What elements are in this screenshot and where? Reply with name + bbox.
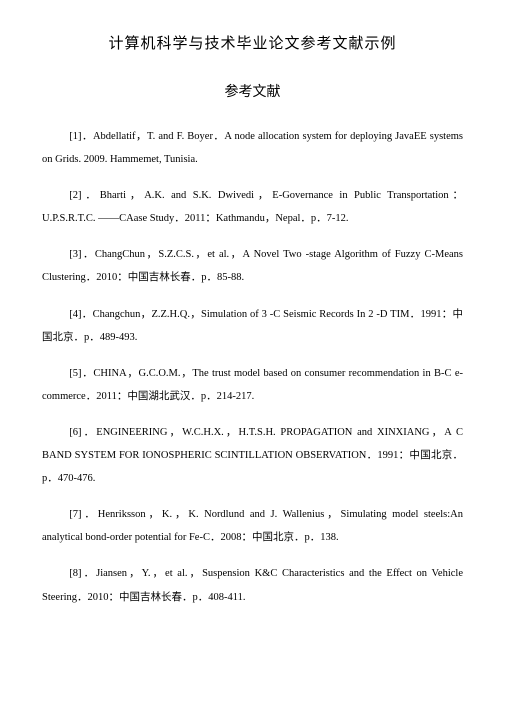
reference-item: [5]．CHINA，G.C.O.M.，The trust model based… (42, 362, 463, 408)
reference-item: [8]．Jiansen，Y.，et al.，Suspension K&C Cha… (42, 562, 463, 608)
section-subtitle: 参考文献 (42, 81, 463, 101)
reference-item: [3]．ChangChun，S.Z.C.S.，et al.，A Novel Tw… (42, 243, 463, 289)
reference-item: [6]．ENGINEERING，W.C.H.X.，H.T.S.H. PROPAG… (42, 421, 463, 490)
reference-item: [1]．Abdellatif，T. and F. Boyer．A node al… (42, 125, 463, 171)
document-page: 计算机科学与技术毕业论文参考文献示例 参考文献 [1]．Abdellatif，T… (0, 0, 505, 642)
reference-item: [2]．Bharti，A.K. and S.K. Dwivedi，E-Gover… (42, 184, 463, 230)
reference-item: [4]．Changchun，Z.Z.H.Q.，Simulation of 3 -… (42, 303, 463, 349)
page-title: 计算机科学与技术毕业论文参考文献示例 (42, 32, 463, 53)
reference-item: [7]．Henriksson，K.，K. Nordlund and J. Wal… (42, 503, 463, 549)
